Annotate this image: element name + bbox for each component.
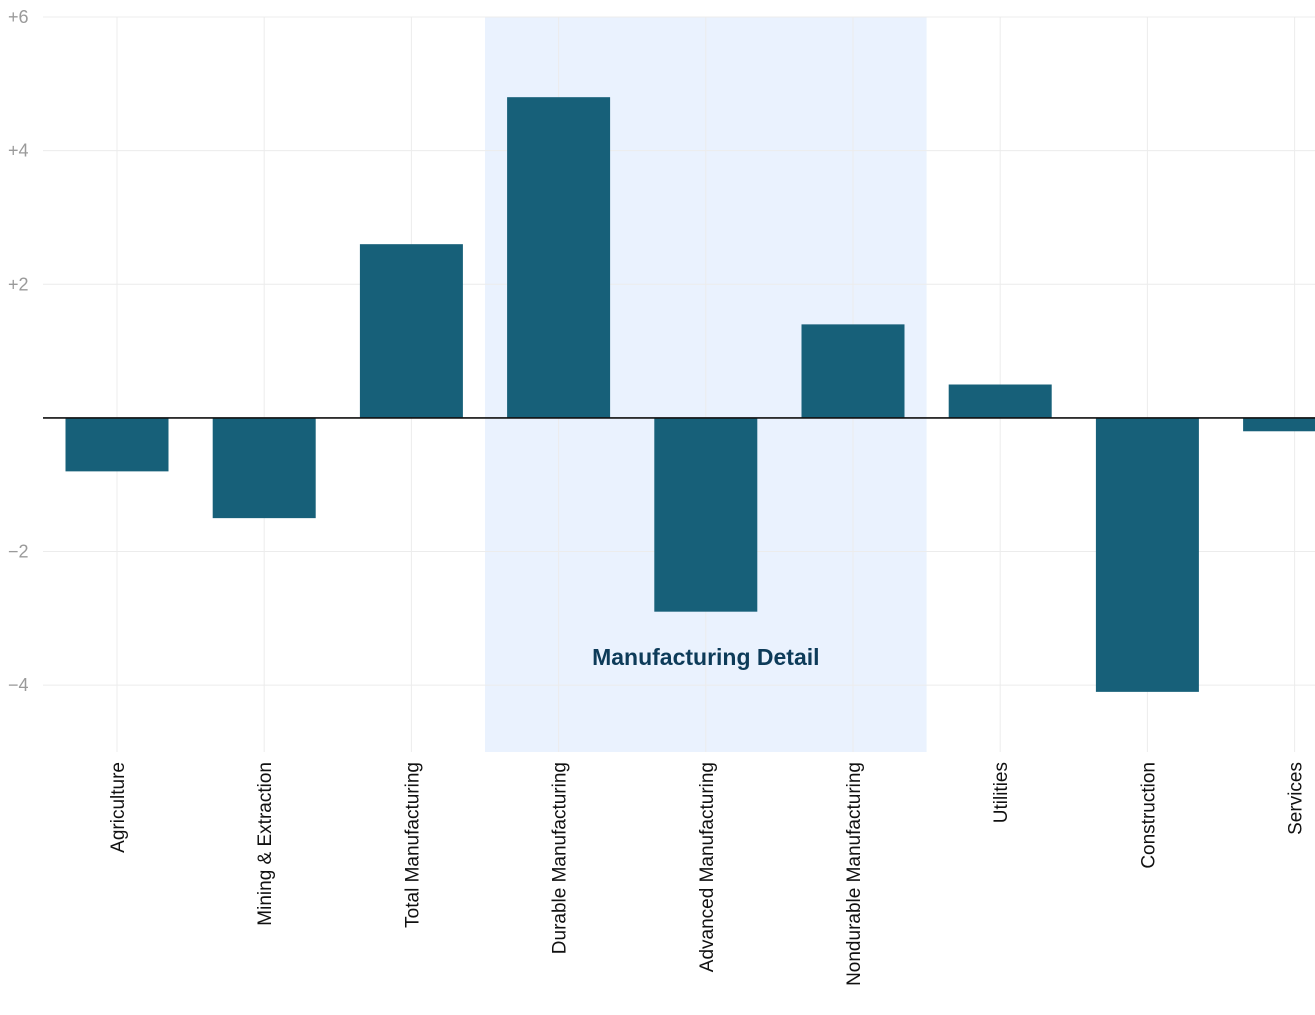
x-axis-labels: Agriculture Mining & Extraction Total Manu… <box>108 762 1307 986</box>
bar <box>212 417 316 519</box>
bar <box>801 324 905 418</box>
bar <box>948 384 1052 418</box>
bar <box>507 97 611 418</box>
x-tick-label: Mining & Extraction <box>255 762 276 926</box>
y-tick-label: −4 <box>8 675 29 695</box>
y-tick-label: +4 <box>8 141 29 161</box>
y-tick-label: −2 <box>8 542 29 562</box>
bar <box>65 417 169 472</box>
x-tick-label: Agriculture <box>108 762 129 853</box>
x-tick-label: Construction <box>1138 762 1159 869</box>
bar <box>359 244 463 418</box>
highlight-label: Manufacturing Detail <box>592 644 819 670</box>
x-tick-label: Nondurable Manufacturing <box>844 762 865 986</box>
x-tick-label: Services <box>1286 762 1307 835</box>
bar <box>654 417 758 612</box>
bars <box>65 97 1315 692</box>
bar <box>1095 417 1199 692</box>
y-tick-label: +6 <box>8 7 29 27</box>
x-tick-label: Advanced Manufacturing <box>697 762 718 972</box>
bar <box>1243 417 1315 432</box>
y-axis-ticks: +6 +4 +2 −2 −4 <box>8 7 29 695</box>
x-tick-label: Utilities <box>991 762 1012 823</box>
x-tick-label: Durable Manufacturing <box>550 762 571 954</box>
x-tick-label: Total Manufacturing <box>402 762 423 928</box>
y-tick-label: +2 <box>8 274 29 294</box>
